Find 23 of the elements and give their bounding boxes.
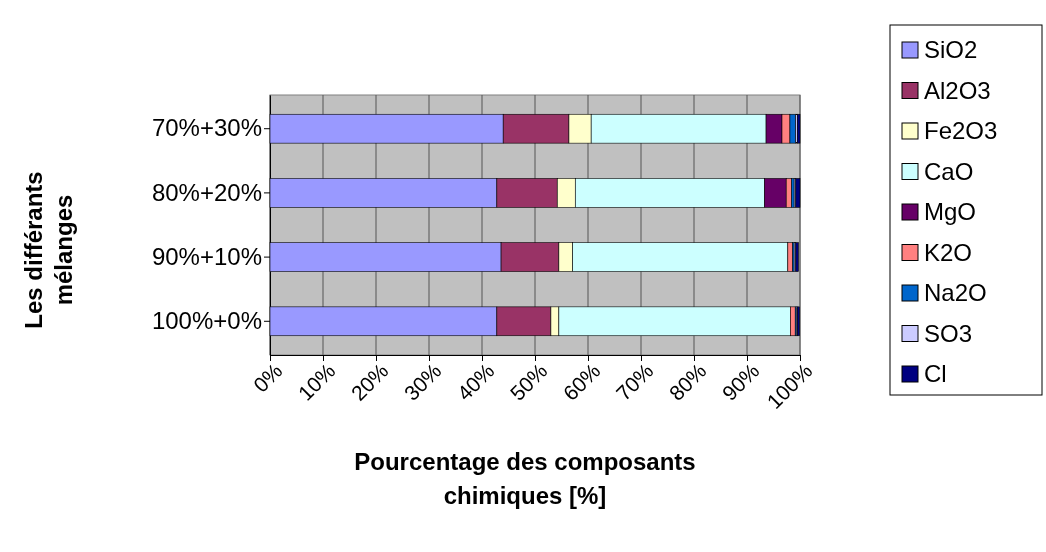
legend-label: Fe2O3 [924, 117, 998, 144]
legend-label: MgO [924, 198, 977, 225]
legend-label: SO3 [924, 319, 973, 347]
y-tick-label: 80%+20% [151, 178, 262, 206]
x-axis-title: Pourcentage des composants chimiques [%] [354, 448, 696, 509]
legend-label: Na2O [924, 279, 987, 306]
legend-label: Cl [924, 360, 947, 387]
legend-label: Al2O3 [924, 76, 991, 104]
y-axis-title: Les différants mélanges [20, 171, 77, 329]
x-tick-label: 40% [452, 358, 499, 405]
x-tick-label: 30% [399, 358, 446, 405]
legend-label: CaO [924, 157, 974, 185]
y-tick-label: 70%+30% [151, 114, 262, 142]
x-tick-label: 90% [717, 358, 764, 405]
x-tick-label: 50% [505, 358, 552, 405]
x-tick-label: 0% [248, 358, 287, 397]
y-tick-label: 90%+10% [151, 242, 262, 270]
legend-label: SiO2 [924, 36, 978, 63]
legend-label: K2O [924, 238, 973, 266]
y-tick-label: 100%+0% [151, 306, 262, 334]
x-tick-label: 60% [558, 358, 605, 405]
x-tick-label: 80% [664, 358, 711, 405]
x-tick-label: 70% [611, 358, 658, 405]
